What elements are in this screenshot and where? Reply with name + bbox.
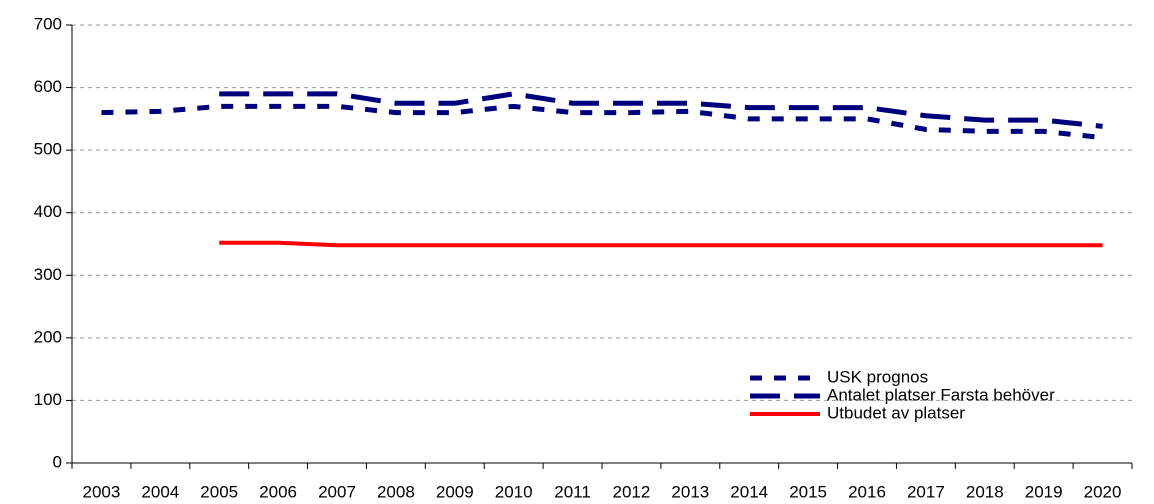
x-tick-label: 2016 — [848, 482, 886, 501]
legend-label: Utbudet av platser — [827, 403, 965, 422]
series-line — [101, 103, 1103, 141]
y-tick-label: 200 — [34, 327, 62, 346]
series-line — [219, 240, 1103, 248]
x-tick-label: 2005 — [200, 482, 238, 501]
x-tick-label: 2019 — [1025, 482, 1063, 501]
x-tick-label: 2007 — [318, 482, 356, 501]
legend-label: Antalet platser Farsta behöver — [827, 385, 1055, 404]
legend-label: USK prognos — [827, 367, 928, 386]
x-tick-label: 2008 — [377, 482, 415, 501]
x-tick-label: 2004 — [141, 482, 179, 501]
x-tick-label: 2020 — [1084, 482, 1122, 501]
y-tick-label: 700 — [34, 14, 62, 33]
x-tick-label: 2013 — [671, 482, 709, 501]
x-tick-label: 2017 — [907, 482, 945, 501]
x-tick-label: 2010 — [495, 482, 533, 501]
y-tick-label: 500 — [34, 140, 62, 159]
x-tick-label: 2018 — [966, 482, 1004, 501]
x-tick-label: 2006 — [259, 482, 297, 501]
y-tick-label: 400 — [34, 202, 62, 221]
x-tick-label: 2003 — [83, 482, 121, 501]
y-tick-label: 300 — [34, 265, 62, 284]
y-tick-label: 600 — [34, 77, 62, 96]
x-tick-label: 2011 — [554, 482, 591, 501]
x-tick-label: 2014 — [730, 482, 768, 501]
x-tick-label: 2015 — [789, 482, 827, 501]
y-tick-label: 0 — [53, 452, 62, 471]
x-tick-label: 2009 — [436, 482, 474, 501]
y-tick-label: 100 — [34, 390, 62, 409]
series-line — [219, 91, 1103, 129]
x-tick-label: 2012 — [613, 482, 651, 501]
